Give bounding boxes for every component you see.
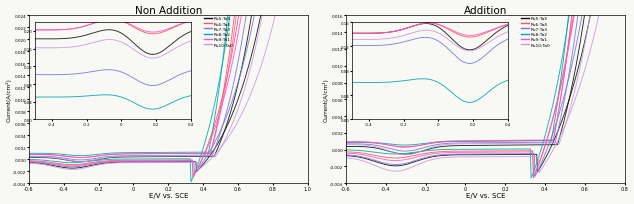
Title: Addition: Addition <box>463 6 507 16</box>
Title: Non Addition: Non Addition <box>134 6 202 16</box>
Y-axis label: Current(A/cm²): Current(A/cm²) <box>6 78 11 122</box>
X-axis label: E/V vs. SCE: E/V vs. SCE <box>148 193 188 198</box>
X-axis label: E/V vs. SCE: E/V vs. SCE <box>465 193 505 198</box>
Y-axis label: Current(A/cm²): Current(A/cm²) <box>323 78 328 122</box>
Legend: Ru5:Ta5, Ru6:Ta4, Ru7:Ta3, Ru8:Ta2, Ru9:Ta1, Ru10:Ta0: Ru5:Ta5, Ru6:Ta4, Ru7:Ta3, Ru8:Ta2, Ru9:… <box>521 17 551 48</box>
Legend: Ru5:Ta5, Ru6:Ta4, Ru7:Ta3, Ru8:Ta2, Ru9:Ta1, Ru10:Ta0: Ru5:Ta5, Ru6:Ta4, Ru7:Ta3, Ru8:Ta2, Ru9:… <box>204 17 234 48</box>
